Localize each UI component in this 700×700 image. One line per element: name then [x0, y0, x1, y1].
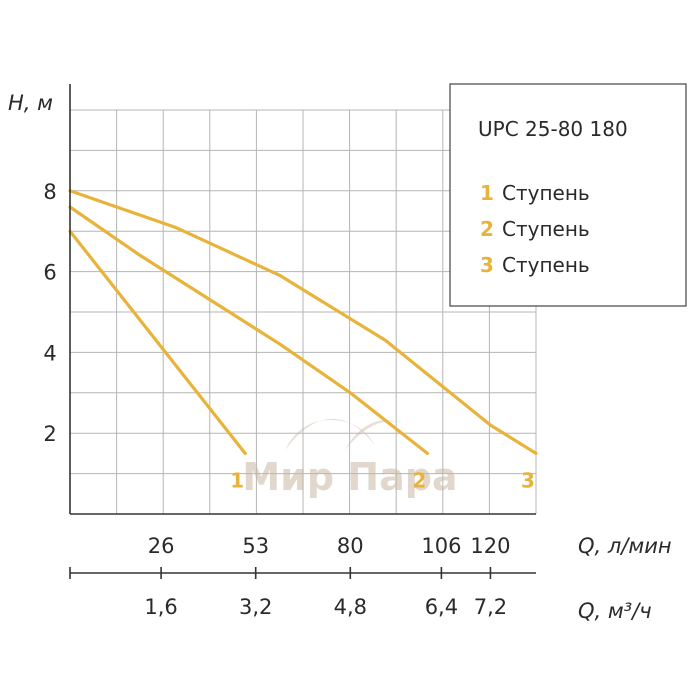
x-tick-label-bottom: 6,4 — [425, 595, 458, 619]
x-tick-label-bottom: 3,2 — [239, 595, 272, 619]
legend-number-3: 3 — [480, 253, 494, 277]
legend-entry-3: Ступень — [502, 253, 590, 277]
y-tick-label: 8 — [43, 180, 56, 204]
legend-title: UPC 25-80 180 — [478, 117, 628, 141]
x-tick-label-top: 26 — [148, 534, 175, 558]
series-end-label-2: 2 — [412, 468, 426, 492]
axes — [69, 84, 536, 579]
legend-items: 1 Ступень 2 Ступень 3 Ступень — [480, 181, 590, 277]
series-end-label-3: 3 — [521, 468, 535, 492]
x-tick-label-bottom: 4,8 — [334, 595, 367, 619]
y-tick-label: 2 — [43, 422, 56, 446]
x-axis-label-bottom: Q, м³/ч — [578, 599, 652, 623]
legend-box — [449, 83, 687, 307]
watermark: Мир Пара — [242, 418, 458, 499]
y-tick-label: 6 — [43, 261, 56, 285]
watermark-arch-right — [345, 420, 430, 450]
watermark-text: Мир Пара — [242, 455, 457, 499]
legend-entry-1: Ступень — [502, 181, 590, 205]
x-tick-label-bottom: 7,2 — [474, 595, 507, 619]
tick-labels: 2 4 6 8 26 53 80 106 120 1,6 3,2 4,8 6,4 7,2 — [43, 180, 510, 619]
series-line-2 — [68, 205, 429, 455]
x-tick-label-top: 120 — [470, 534, 510, 558]
watermark-arch — [285, 418, 375, 450]
legend-number-1: 1 — [480, 181, 494, 205]
x-tick-label-bottom: 1,6 — [144, 595, 177, 619]
y-tick-label: 4 — [43, 341, 56, 365]
series-end-label-1: 1 — [230, 468, 244, 492]
x-tick-label-top: 53 — [242, 534, 269, 558]
x-tick-label-top: 106 — [421, 534, 461, 558]
curves: 1 2 3 — [68, 189, 538, 492]
x-tick-label-top: 80 — [337, 534, 364, 558]
legend: UPC 25-80 180 1 Ступень 2 Ступень 3 Ступень — [449, 83, 687, 307]
series-line-1 — [68, 229, 247, 455]
x-axis-label-top: Q, л/мин — [578, 534, 672, 558]
series-line-3 — [68, 189, 538, 455]
legend-entry-2: Ступень — [502, 217, 590, 241]
y-axis-label: H, м — [8, 91, 53, 115]
legend-number-2: 2 — [480, 217, 494, 241]
